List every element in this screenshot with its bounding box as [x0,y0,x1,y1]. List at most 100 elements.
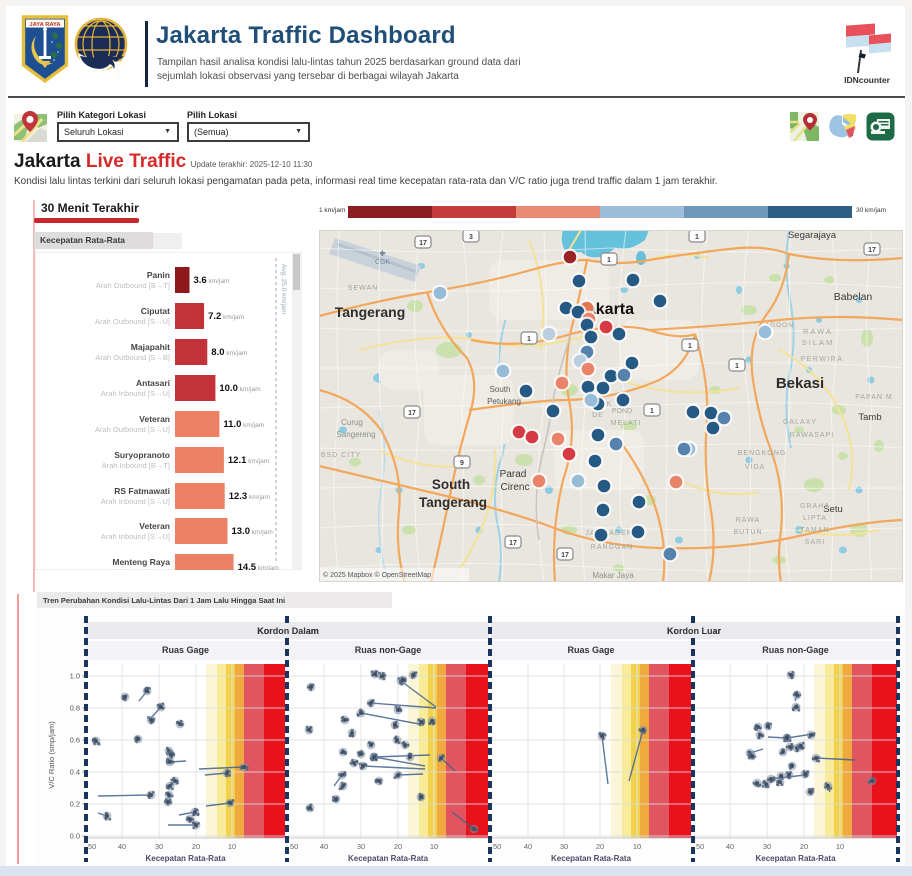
svg-text:Petukang: Petukang [487,397,521,406]
svg-text:7.2 km/jam: 7.2 km/jam [208,311,244,322]
svg-text:10: 10 [430,842,438,851]
svg-text:Makar Jaya: Makar Jaya [592,571,634,580]
svg-text:Suryopranoto: Suryopranoto [114,450,170,460]
svg-text:20: 20 [192,842,200,851]
svg-text:40: 40 [118,842,126,851]
svg-text:13.0 km/jam: 13.0 km/jam [232,526,273,537]
svg-text:17: 17 [509,540,517,547]
svg-text:SEWAN: SEWAN [348,285,378,292]
svg-text:0.2: 0.2 [70,800,80,809]
svg-text:Veteran: Veteran [139,414,170,424]
svg-text:30: 30 [763,842,771,851]
svg-text:DE: DE [592,412,604,419]
svg-text:Kordon Dalam: Kordon Dalam [257,626,319,636]
svg-text:IDNcounter: IDNcounter [844,75,891,85]
svg-text:✚: ✚ [379,249,386,258]
svg-text:20: 20 [800,842,808,851]
svg-text:12.1 km/jam: 12.1 km/jam [228,455,269,466]
svg-text:RANGGAN: RANGGAN [591,544,633,551]
svg-text:RAWA: RAWA [736,517,760,524]
svg-text:1.0: 1.0 [70,672,80,681]
svg-text:11.0 km/jam: 11.0 km/jam [223,419,264,430]
svg-text:Arah Outbound [B→T]: Arah Outbound [B→T] [96,281,170,290]
svg-text:Arah Inbound [S→U]: Arah Inbound [S→U] [101,497,170,506]
svg-text:Arah Outbound [S→U]: Arah Outbound [S→U] [95,425,170,434]
svg-text:1: 1 [688,343,692,350]
svg-text:1: 1 [650,408,654,415]
svg-text:Kecepatan Rata-Rata: Kecepatan Rata-Rata [145,854,226,863]
svg-text:Veteran: Veteran [139,521,170,531]
svg-text:Ciputat: Ciputat [141,306,170,316]
svg-text:Arah Inbound [S→U]: Arah Inbound [S→U] [101,532,170,541]
svg-text:0.0: 0.0 [70,832,80,841]
svg-text:0.4: 0.4 [70,768,80,777]
svg-text:PAPAN M: PAPAN M [855,394,892,401]
svg-text:POND: POND [612,408,632,415]
svg-text:3.6 km/jam: 3.6 km/jam [194,275,230,286]
svg-text:Tangerang: Tangerang [335,304,406,320]
svg-text:12.3 km/jam: 12.3 km/jam [229,491,270,502]
svg-text:0.8: 0.8 [70,704,80,713]
svg-text:0.6: 0.6 [70,736,80,745]
svg-text:17: 17 [419,240,427,247]
svg-text:8.0 km/jam: 8.0 km/jam [211,347,247,358]
svg-text:Antasari: Antasari [136,378,170,388]
svg-text:BENGKONG: BENGKONG [738,450,786,457]
svg-text:Ruas non-Gage: Ruas non-Gage [762,645,829,655]
svg-text:Arah Outbound [S→B]: Arah Outbound [S→B] [95,353,170,362]
svg-text:Ruas non-Gage: Ruas non-Gage [355,645,422,655]
svg-text:LAGOON: LAGOON [760,322,794,329]
svg-text:BSD CITY: BSD CITY [321,452,361,459]
svg-text:Setu: Setu [823,504,843,515]
svg-text:1: 1 [607,257,611,264]
svg-text:LIPTA: LIPTA [803,515,827,522]
svg-text:50: 50 [493,842,501,851]
svg-text:South: South [432,477,470,492]
svg-text:30: 30 [155,842,163,851]
svg-text:V/C Ratio (smp/jam): V/C Ratio (smp/jam) [47,721,56,789]
svg-text:30: 30 [560,842,568,851]
svg-text:Curug: Curug [341,418,363,427]
svg-text:17: 17 [868,247,876,254]
svg-text:10: 10 [836,842,844,851]
svg-text:17: 17 [561,552,569,559]
svg-text:Kordon Luar: Kordon Luar [667,626,721,636]
svg-text:VIDA: VIDA [745,464,765,471]
svg-text:Ruas Gage: Ruas Gage [162,645,209,655]
svg-text:SARI: SARI [805,539,825,546]
svg-text:50: 50 [88,842,96,851]
svg-text:20: 20 [596,842,604,851]
svg-text:Babelan: Babelan [834,291,873,303]
svg-text:© 2025 Mapbox © OpenStreetMap: © 2025 Mapbox © OpenStreetMap [323,571,431,579]
svg-text:Majapahit: Majapahit [131,342,170,352]
svg-text:South: South [490,385,511,394]
svg-text:14.5 km/jam: 14.5 km/jam [238,562,279,570]
svg-text:10.0 km/jam: 10.0 km/jam [219,383,260,394]
svg-text:1: 1 [695,234,699,241]
svg-text:JAYA RAYA: JAYA RAYA [29,22,61,28]
svg-text:PERWIRA: PERWIRA [800,356,843,363]
svg-text:1: 1 [527,336,531,343]
svg-text:GALAXY: GALAXY [783,419,817,426]
svg-text:10: 10 [633,842,641,851]
svg-text:CGK: CGK [375,259,391,266]
svg-text:BUTUN: BUTUN [733,529,762,536]
svg-text:20: 20 [394,842,402,851]
svg-text:Arah Outbound [S→U]: Arah Outbound [S→U] [95,317,170,326]
svg-text:RS Fatmawati: RS Fatmawati [114,486,170,496]
svg-text:1: 1 [735,363,739,370]
svg-text:MELATI: MELATI [611,420,642,427]
svg-text:Bekasi: Bekasi [776,375,824,392]
svg-text:Avg. 25.0 km/jam: Avg. 25.0 km/jam [280,264,287,314]
svg-text:50: 50 [290,842,298,851]
svg-text:GRAHA: GRAHA [800,503,830,510]
svg-text:50: 50 [696,842,704,851]
svg-text:Sangereng: Sangereng [336,430,375,439]
svg-text:9: 9 [460,460,464,467]
svg-text:Panin: Panin [147,270,170,280]
svg-text:RAWASAPI: RAWASAPI [790,432,834,439]
svg-text:17: 17 [408,410,416,417]
svg-text:40: 40 [726,842,734,851]
svg-text:Segarajaya: Segarajaya [788,230,837,241]
svg-text:10: 10 [228,842,236,851]
